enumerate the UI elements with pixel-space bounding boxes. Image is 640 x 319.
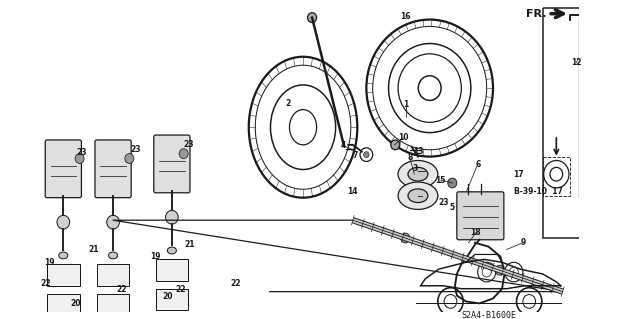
Text: 23: 23: [131, 145, 141, 154]
Text: 21: 21: [185, 240, 195, 249]
Text: 20: 20: [71, 299, 81, 308]
Text: 18: 18: [470, 228, 481, 237]
Circle shape: [495, 265, 504, 275]
Circle shape: [364, 152, 369, 158]
Circle shape: [448, 178, 457, 188]
Text: 14: 14: [348, 187, 358, 196]
Text: 5: 5: [450, 203, 455, 212]
Text: B-39-10  17: B-39-10 17: [514, 187, 563, 196]
Ellipse shape: [625, 148, 637, 156]
Circle shape: [308, 13, 317, 23]
Text: 19: 19: [150, 252, 161, 261]
Circle shape: [107, 215, 120, 229]
Text: 8: 8: [407, 153, 412, 162]
Bar: [588, 34, 604, 46]
Ellipse shape: [167, 247, 177, 254]
Bar: [156, 289, 188, 310]
Text: 19: 19: [45, 258, 55, 267]
Text: 17: 17: [513, 170, 524, 179]
Bar: [97, 293, 129, 315]
Ellipse shape: [408, 189, 428, 203]
Text: 3: 3: [413, 164, 418, 173]
Text: 21: 21: [88, 245, 99, 254]
Bar: [47, 293, 79, 315]
Text: 23: 23: [76, 148, 86, 157]
Text: 22: 22: [40, 279, 51, 288]
Text: 20: 20: [162, 292, 173, 301]
Text: 12: 12: [571, 58, 582, 67]
Text: 23: 23: [183, 140, 193, 149]
FancyBboxPatch shape: [154, 135, 190, 193]
Bar: [156, 259, 188, 281]
Bar: [543, 8, 640, 238]
Ellipse shape: [398, 182, 438, 210]
Text: 2: 2: [285, 99, 291, 108]
FancyBboxPatch shape: [457, 192, 504, 240]
Text: 22: 22: [230, 279, 241, 288]
Circle shape: [179, 149, 188, 159]
Text: 10: 10: [398, 133, 409, 143]
Circle shape: [57, 215, 70, 229]
Circle shape: [125, 154, 134, 163]
Text: S2A4-B1600E: S2A4-B1600E: [461, 311, 516, 319]
Text: 11: 11: [639, 147, 640, 156]
Text: 9: 9: [520, 238, 525, 247]
Bar: [97, 264, 129, 286]
Bar: [47, 264, 79, 286]
FancyBboxPatch shape: [45, 140, 81, 198]
Circle shape: [391, 140, 400, 150]
Ellipse shape: [408, 167, 428, 181]
Text: 6: 6: [475, 160, 480, 169]
Bar: [543, 157, 570, 196]
Text: 7: 7: [353, 151, 358, 160]
Ellipse shape: [109, 252, 118, 259]
Circle shape: [401, 233, 410, 243]
Circle shape: [166, 211, 178, 224]
FancyBboxPatch shape: [95, 140, 131, 198]
Text: 4: 4: [341, 141, 346, 150]
Text: 1: 1: [404, 100, 409, 109]
Text: 22: 22: [175, 285, 186, 294]
Text: 22: 22: [117, 285, 127, 294]
Text: 15: 15: [435, 175, 445, 185]
Circle shape: [75, 154, 84, 163]
Text: FR.: FR.: [526, 9, 547, 19]
Text: 13: 13: [413, 147, 423, 156]
Ellipse shape: [398, 160, 438, 188]
Ellipse shape: [59, 252, 68, 259]
Text: 23: 23: [438, 198, 449, 207]
Text: 16: 16: [400, 12, 410, 21]
